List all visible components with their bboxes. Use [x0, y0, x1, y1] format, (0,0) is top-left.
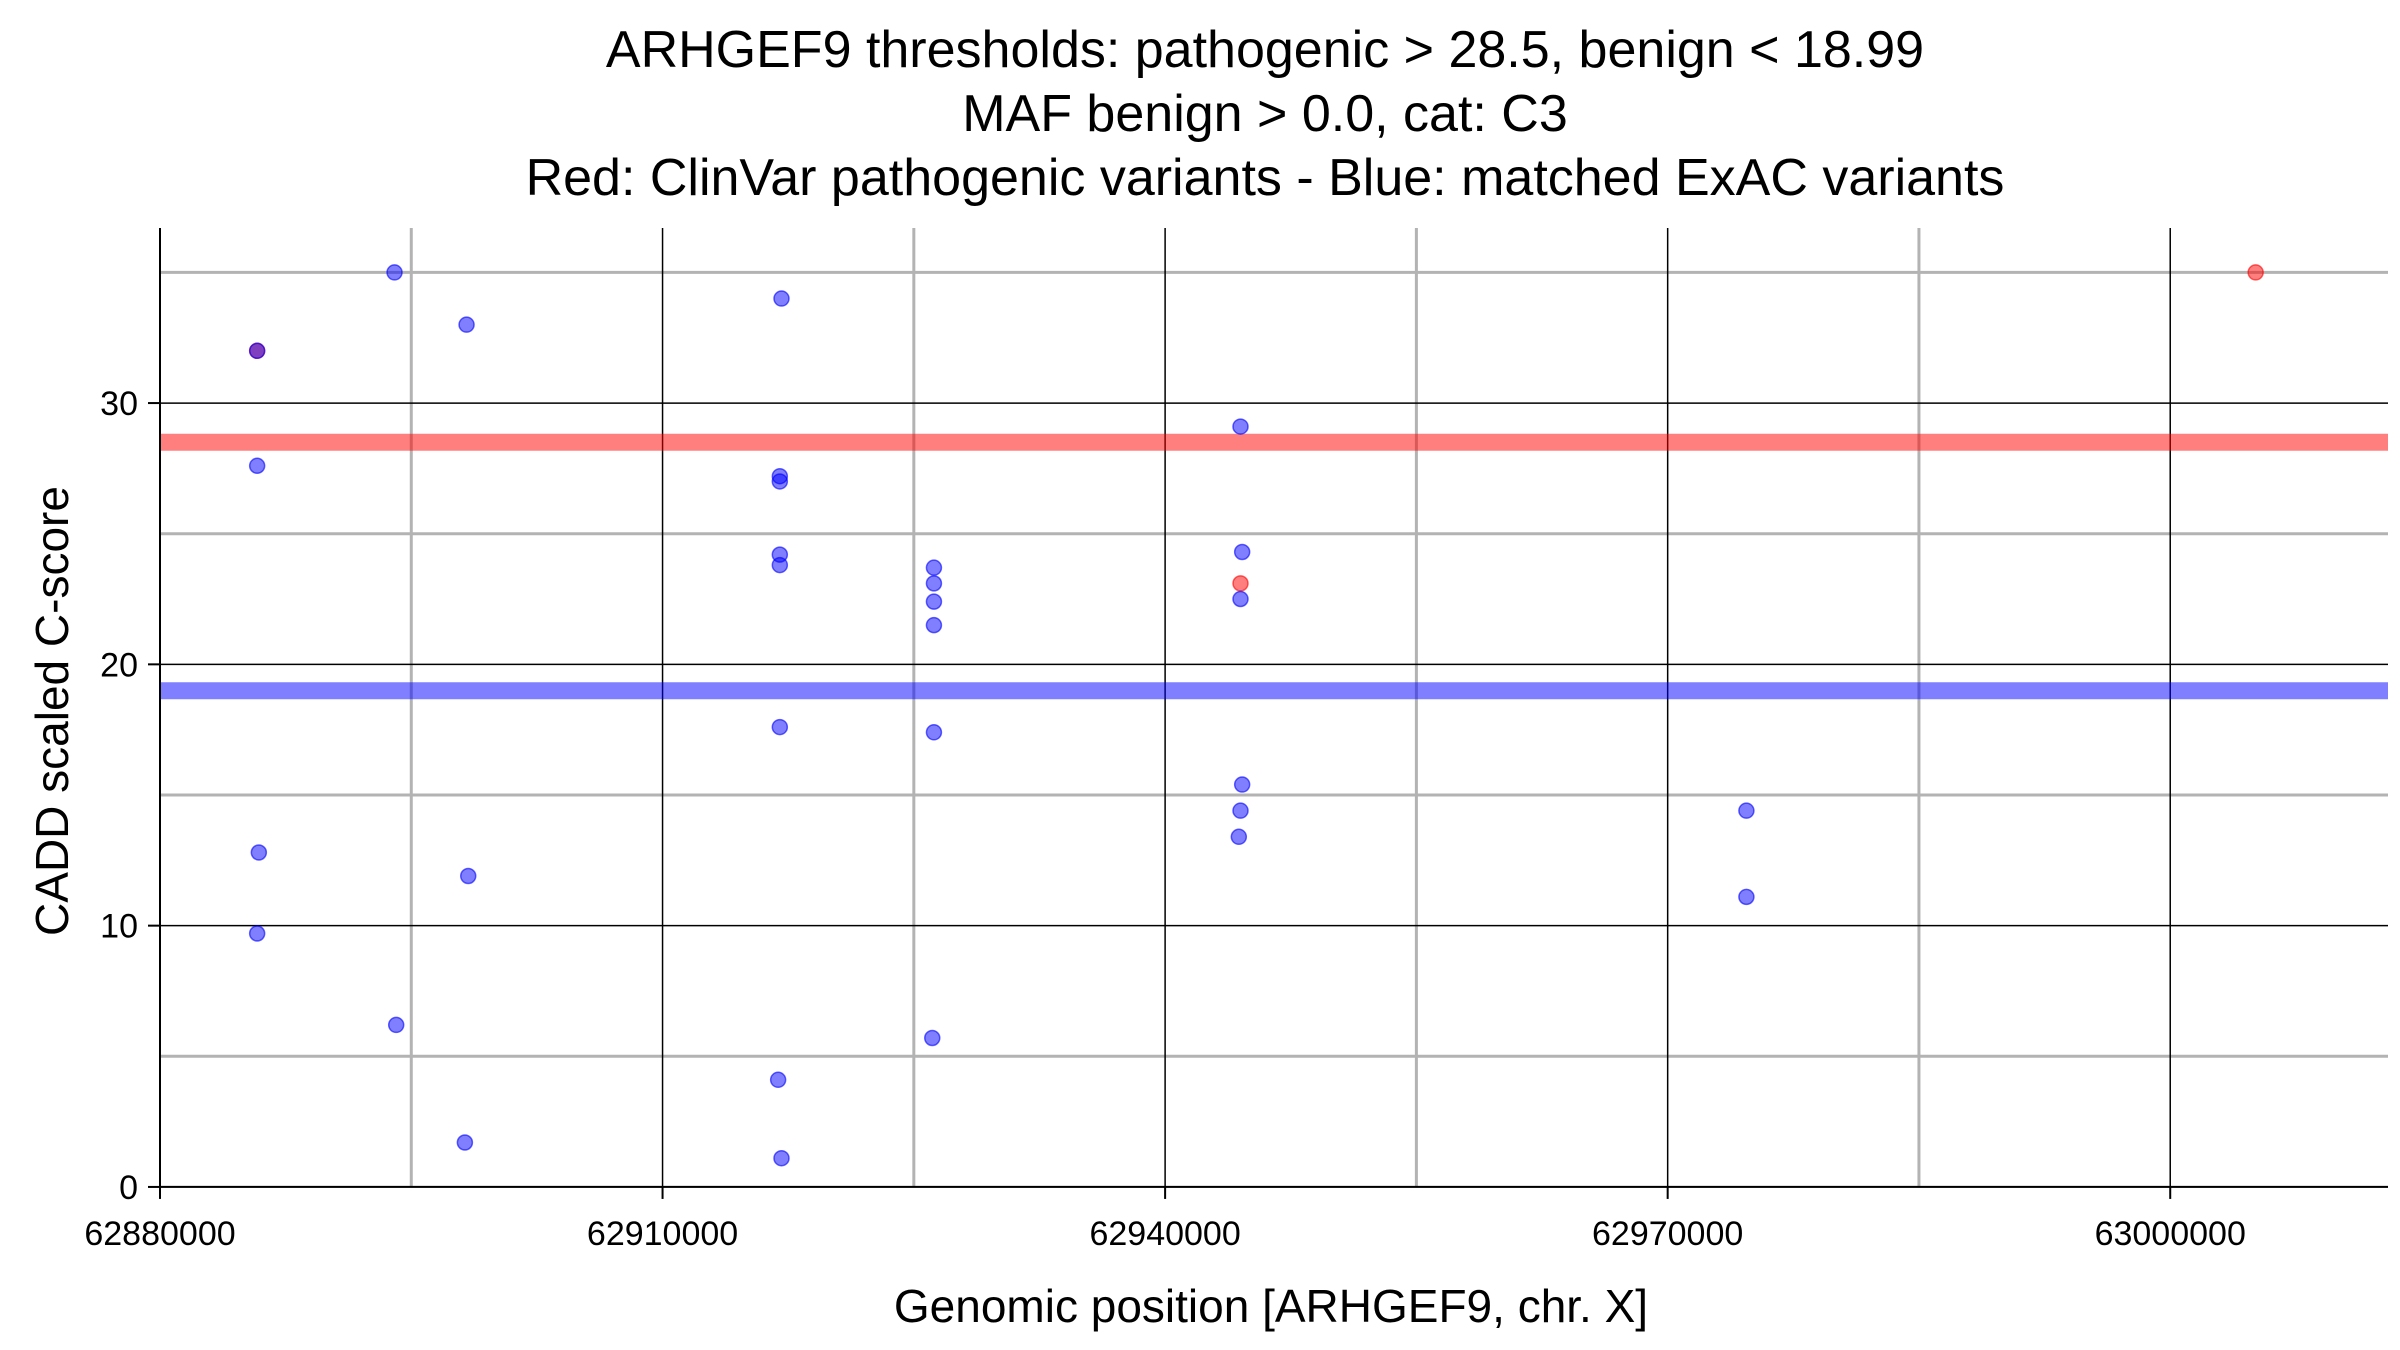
y-tick-label: 0 — [119, 1169, 138, 1207]
axes: 62880000 62910000 62940000 62970000 63000000… — [84, 228, 2388, 1253]
benign-point — [1230, 828, 1248, 846]
benign-point — [387, 1016, 405, 1034]
benign-point — [1232, 418, 1249, 435]
x-tick-label: 62880000 — [84, 1215, 235, 1253]
benign-point — [925, 559, 943, 576]
benign-point — [1738, 802, 1755, 819]
benign-point — [386, 264, 403, 281]
benign-point — [1232, 590, 1249, 608]
data-points — [248, 264, 2264, 1167]
chart-title: ARHGEF9 thresholds: pathogenic > 28.5, b… — [526, 21, 2005, 207]
benign-point — [459, 867, 477, 885]
benign-point — [925, 724, 943, 741]
title-line-1: ARHGEF9 thresholds: pathogenic > 28.5, b… — [606, 21, 1924, 79]
y-tick-label: 10 — [100, 908, 138, 946]
threshold-lines — [160, 433, 2388, 700]
pathogenic-point — [1232, 575, 1249, 592]
grid — [159, 228, 2388, 1188]
benign-point — [771, 556, 789, 574]
pathogenic-point — [2247, 264, 2264, 281]
benign-point — [771, 718, 789, 736]
benign-point — [248, 457, 266, 475]
x-tick-label: 62910000 — [587, 1215, 738, 1253]
x-axis-title: Genomic position [ARHGEF9, chr. X] — [894, 1280, 1648, 1332]
x-tick-label: 63000000 — [2095, 1215, 2246, 1253]
benign-point — [771, 473, 789, 490]
benign-point — [456, 1134, 474, 1151]
benign-point — [1232, 802, 1249, 819]
benign-point — [248, 342, 266, 360]
benign-point — [773, 290, 790, 307]
benign-point — [248, 925, 266, 942]
y-tick-label: 30 — [100, 385, 138, 423]
y-axis-title: CADD scaled C-score — [26, 486, 78, 936]
benign-point — [1738, 888, 1755, 906]
benign-point — [769, 1071, 787, 1089]
benign-point — [458, 316, 475, 333]
benign-point — [925, 593, 943, 610]
benign-point — [1233, 776, 1251, 793]
benign-point — [250, 844, 268, 861]
y-tick-label: 20 — [100, 646, 138, 684]
title-line-3: Red: ClinVar pathogenic variants - Blue:… — [526, 149, 2005, 207]
x-tick-label: 62940000 — [1089, 1215, 1240, 1253]
benign-point — [1233, 543, 1251, 561]
benign-point — [925, 616, 943, 634]
title-line-2: MAF benign > 0.0, cat: C3 — [962, 85, 1568, 143]
benign-point — [924, 1029, 941, 1047]
x-tick-label: 62970000 — [1592, 1215, 1743, 1253]
benign-point — [773, 1149, 790, 1167]
benign-point — [925, 575, 943, 592]
